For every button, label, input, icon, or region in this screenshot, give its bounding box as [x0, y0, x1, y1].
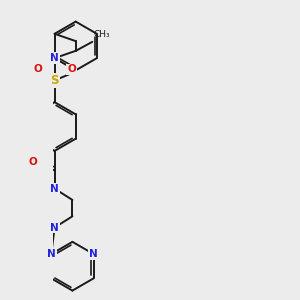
Text: O: O: [67, 64, 76, 74]
Text: O: O: [29, 157, 38, 167]
Text: S: S: [50, 74, 59, 87]
Text: N: N: [50, 53, 59, 63]
Text: CH₃: CH₃: [94, 30, 110, 39]
Text: N: N: [47, 249, 56, 259]
Text: N: N: [50, 184, 59, 194]
Text: N: N: [50, 223, 59, 232]
Text: N: N: [89, 249, 98, 259]
Text: O: O: [33, 64, 42, 74]
